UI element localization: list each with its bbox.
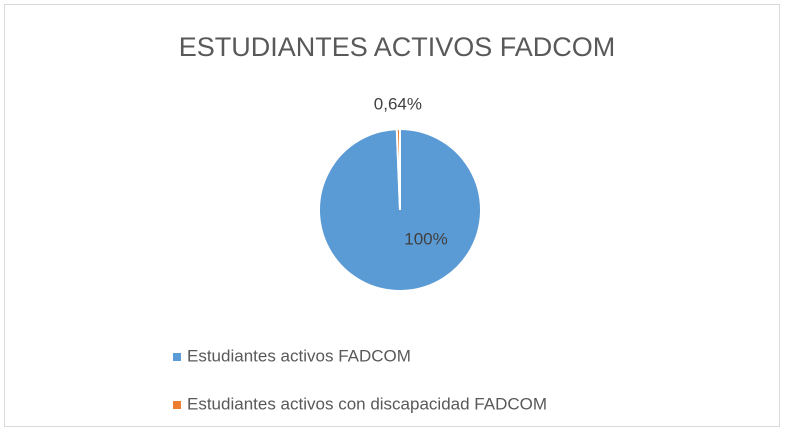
pie-slice [395,127,401,211]
data-label: 0,64% [374,95,422,114]
legend-swatch [173,401,181,409]
data-label: 100% [404,229,447,248]
legend-label: Estudiantes activos FADCOM [187,346,411,365]
legend-label: Estudiantes activos con discapacidad FAD… [187,394,547,413]
chart-title: ESTUDIANTES ACTIVOS FADCOM [179,32,616,62]
legend-swatch [173,353,181,361]
